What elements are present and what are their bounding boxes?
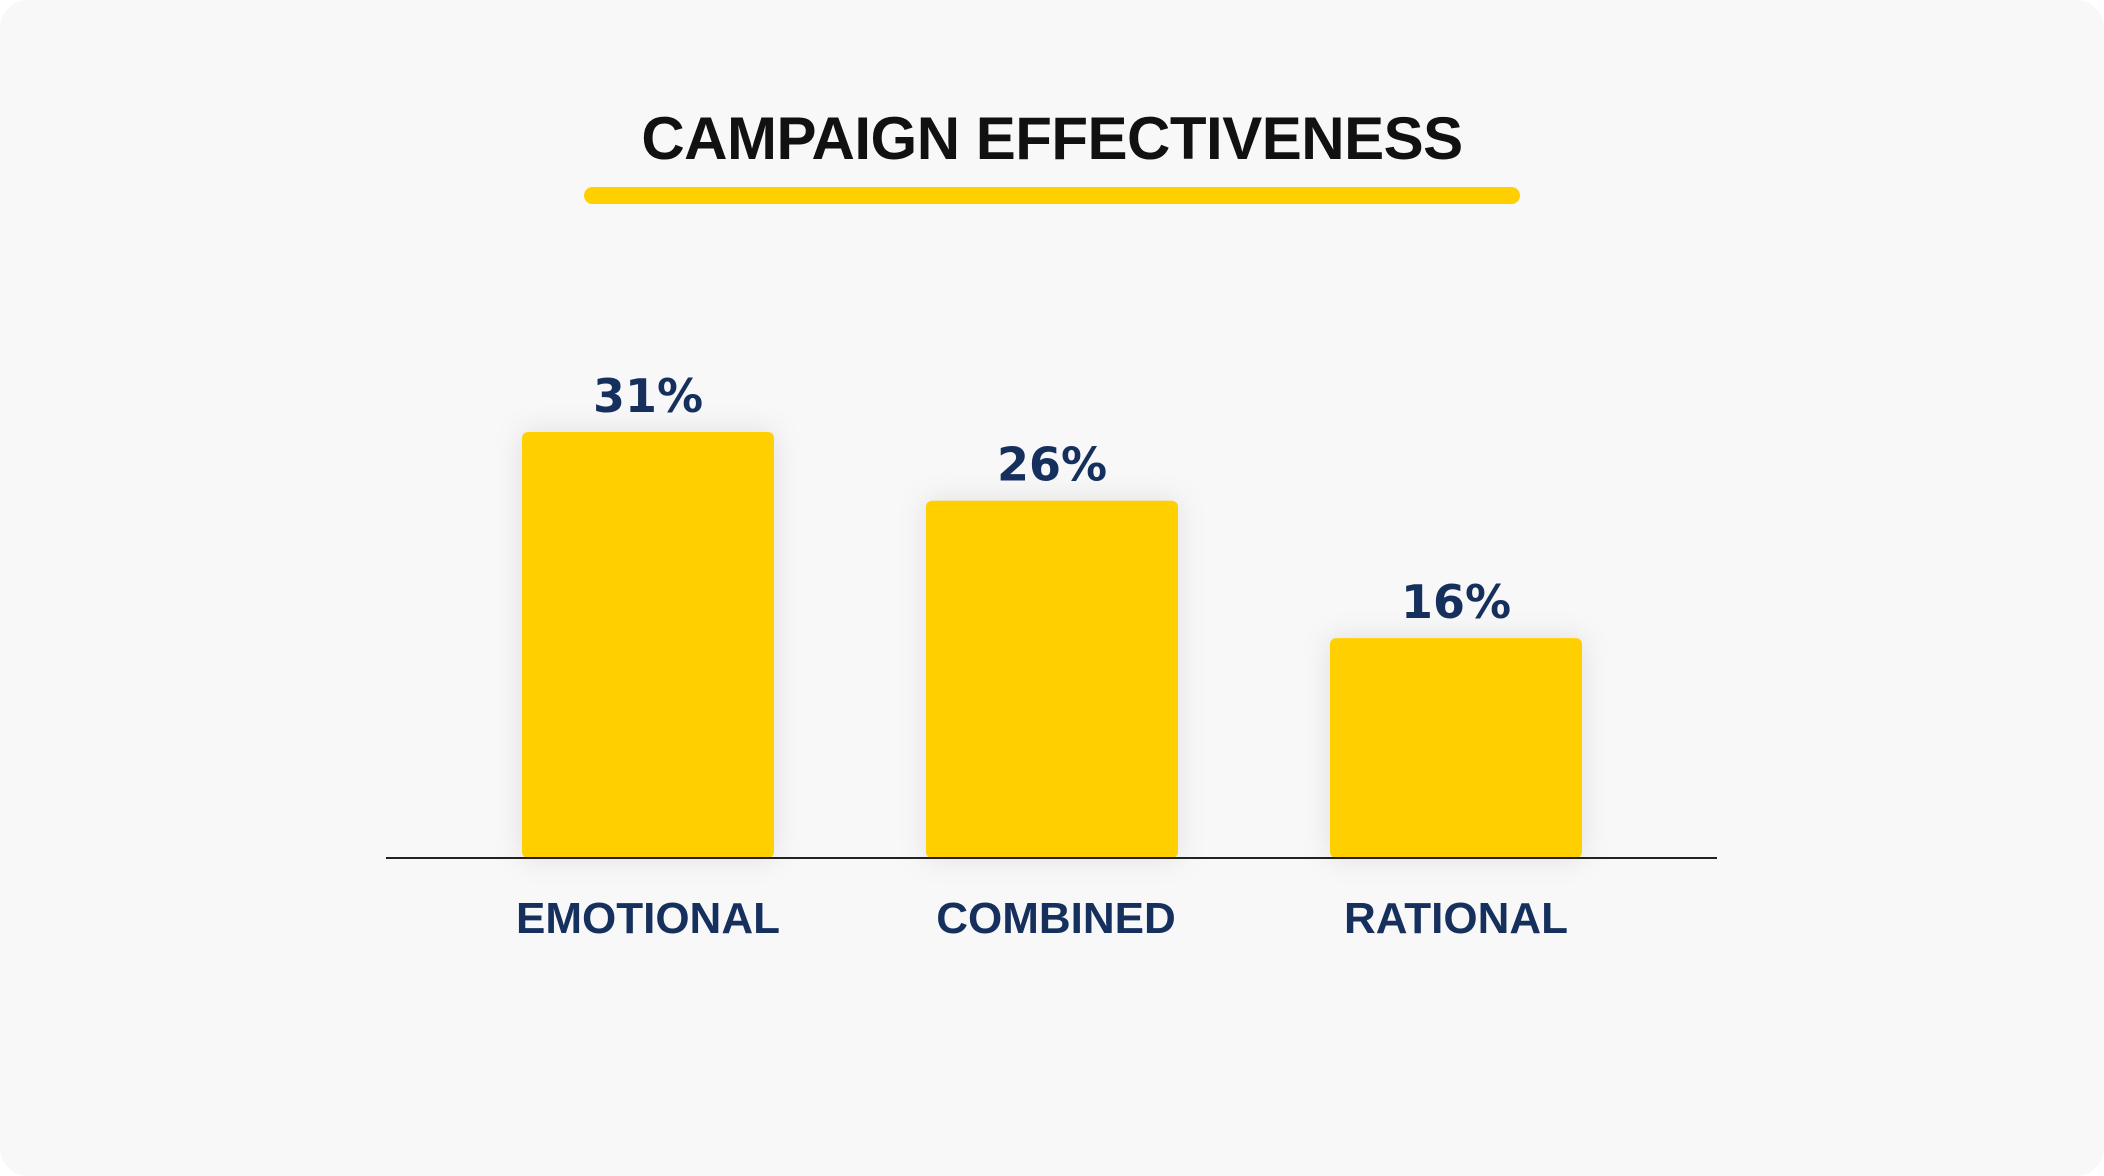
value-label-rational: 16% xyxy=(1401,575,1511,629)
title-underline xyxy=(584,187,1520,204)
chart-title: CAMPAIGN EFFECTIVENESS xyxy=(641,105,1463,172)
bar-rational xyxy=(1330,638,1582,858)
category-label-rational: RATIONAL xyxy=(1344,894,1568,943)
value-label-combined: 26% xyxy=(997,438,1107,492)
bar-combined xyxy=(926,500,1178,858)
category-label-combined: COMBINED xyxy=(936,894,1176,943)
bar-emotional xyxy=(522,432,774,858)
labels-layer: 31% EMOTIONAL 26% COMBINED 16% RATIONAL xyxy=(516,369,1568,943)
category-label-emotional: EMOTIONAL xyxy=(516,894,780,943)
bars-layer xyxy=(522,432,1582,858)
value-label-emotional: 31% xyxy=(593,369,703,423)
